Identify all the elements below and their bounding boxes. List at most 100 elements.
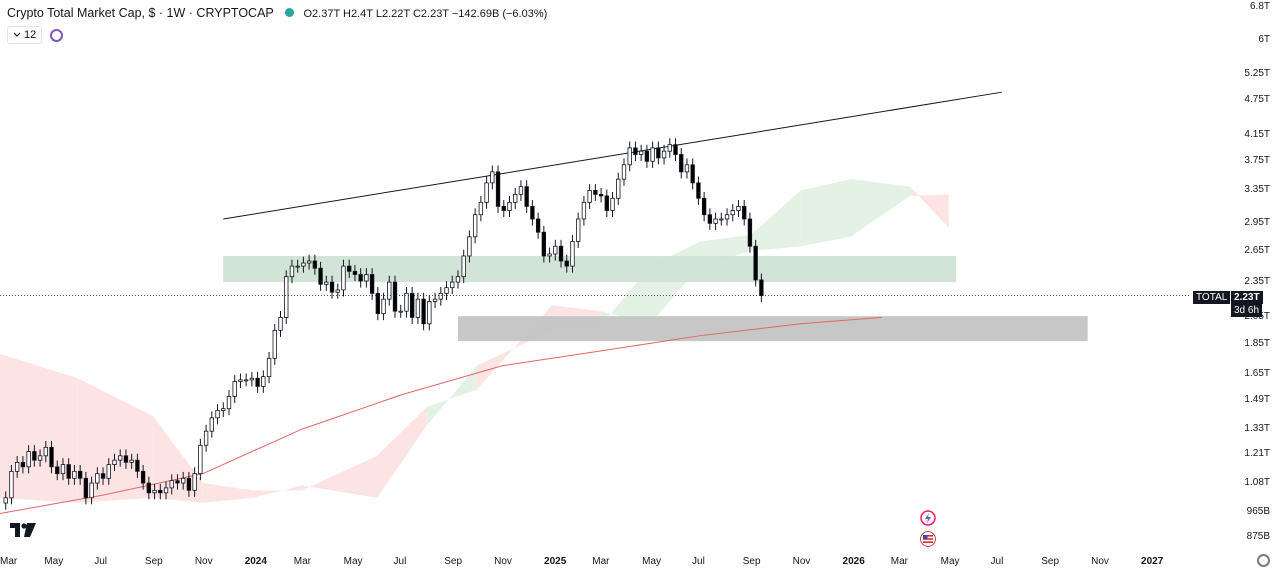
candle-body bbox=[644, 150, 650, 162]
candle-body bbox=[112, 459, 117, 465]
candle bbox=[490, 165, 495, 190]
x-tick-label: May bbox=[940, 556, 960, 567]
candle bbox=[369, 268, 375, 300]
x-tick-label: Jul bbox=[393, 556, 407, 567]
candle-body bbox=[432, 298, 438, 302]
candle-body bbox=[616, 178, 621, 199]
x-tick-label: May bbox=[343, 556, 363, 567]
cloud-segment bbox=[252, 485, 302, 498]
ascending-trendline bbox=[223, 91, 1002, 220]
y-tick-label: 3.75T bbox=[1244, 155, 1270, 167]
candle bbox=[524, 180, 529, 213]
candle-body bbox=[100, 473, 106, 479]
candle bbox=[633, 141, 638, 162]
candle-body bbox=[3, 497, 8, 504]
cloud-segment bbox=[77, 378, 153, 503]
candle bbox=[673, 138, 678, 162]
sync-icon[interactable] bbox=[50, 28, 64, 42]
candle-body bbox=[89, 482, 94, 499]
candle bbox=[123, 449, 129, 469]
x-tick-label: 2027 bbox=[1141, 556, 1164, 567]
candle bbox=[209, 411, 214, 438]
candle bbox=[66, 458, 71, 485]
cloud-segment bbox=[650, 241, 701, 324]
candle-body bbox=[530, 205, 535, 220]
candle bbox=[450, 275, 455, 295]
candle-body bbox=[192, 473, 197, 491]
candle bbox=[140, 464, 146, 490]
candle bbox=[507, 195, 512, 218]
candle bbox=[392, 275, 398, 318]
us-flag-icon[interactable] bbox=[920, 531, 936, 547]
tradingview-logo-icon[interactable] bbox=[10, 523, 36, 537]
candle-body bbox=[43, 446, 48, 457]
candle-body bbox=[713, 218, 718, 224]
candle-body bbox=[209, 417, 214, 432]
candle-body bbox=[553, 245, 558, 255]
candle-body bbox=[415, 298, 421, 318]
candle-body bbox=[484, 182, 489, 203]
candle-body bbox=[255, 377, 260, 387]
chart-title[interactable]: Crypto Total Market Cap, $ · 1W · CRYPTO… bbox=[7, 6, 274, 20]
cloud-segment bbox=[600, 266, 651, 327]
candle-body bbox=[759, 279, 764, 297]
y-tick-label: 2.95T bbox=[1244, 217, 1270, 229]
candle bbox=[26, 445, 31, 474]
candle-body bbox=[450, 281, 455, 289]
y-tick-label: 6T bbox=[1258, 33, 1270, 45]
candle-body bbox=[60, 464, 66, 475]
candle bbox=[438, 286, 443, 306]
candle-body bbox=[610, 197, 615, 211]
candle-body bbox=[95, 473, 100, 484]
candle bbox=[621, 158, 627, 186]
candle bbox=[175, 474, 180, 490]
candle-body bbox=[221, 408, 226, 411]
candle-body bbox=[341, 265, 346, 291]
candle bbox=[707, 208, 713, 230]
collapse-button[interactable]: 12 bbox=[7, 26, 43, 44]
candle bbox=[759, 273, 764, 303]
candle-body bbox=[604, 195, 609, 211]
candle bbox=[198, 438, 203, 481]
candle bbox=[478, 195, 484, 222]
candle bbox=[570, 235, 575, 273]
candle bbox=[203, 424, 209, 452]
candle bbox=[9, 464, 14, 505]
candle-body bbox=[576, 218, 581, 242]
candle bbox=[215, 404, 220, 425]
candle bbox=[289, 259, 295, 284]
candle-body bbox=[404, 292, 409, 312]
lightning-icon[interactable] bbox=[920, 510, 936, 526]
candle bbox=[713, 212, 718, 230]
candle-body bbox=[301, 262, 306, 267]
candle bbox=[43, 440, 48, 463]
cloud-segment bbox=[0, 353, 78, 503]
candle-body bbox=[272, 329, 277, 359]
candle-body bbox=[501, 205, 506, 211]
candle bbox=[398, 304, 403, 318]
x-tick-label: Sep bbox=[144, 556, 163, 567]
candle-body bbox=[684, 164, 690, 173]
y-tick-label: 2.35T bbox=[1244, 276, 1270, 288]
x-tick-label: 2025 bbox=[544, 556, 567, 567]
symbol-tag: TOTAL bbox=[1193, 291, 1231, 304]
candle-body bbox=[186, 477, 192, 491]
gear-icon[interactable] bbox=[1257, 554, 1270, 567]
candle bbox=[238, 373, 243, 389]
candle-body bbox=[278, 317, 283, 331]
candle-body bbox=[26, 451, 31, 468]
candle bbox=[581, 195, 587, 226]
candle bbox=[112, 453, 117, 472]
candle bbox=[77, 464, 83, 485]
candle-body bbox=[656, 147, 661, 159]
x-tick-label: Nov bbox=[792, 556, 811, 567]
candle-body bbox=[673, 144, 678, 155]
candle bbox=[455, 270, 461, 289]
candle-body bbox=[690, 164, 695, 184]
candle bbox=[243, 373, 249, 387]
candle-body bbox=[381, 298, 386, 315]
x-tick-label: May bbox=[642, 556, 662, 567]
candle bbox=[753, 239, 758, 287]
candle-body bbox=[261, 376, 266, 387]
